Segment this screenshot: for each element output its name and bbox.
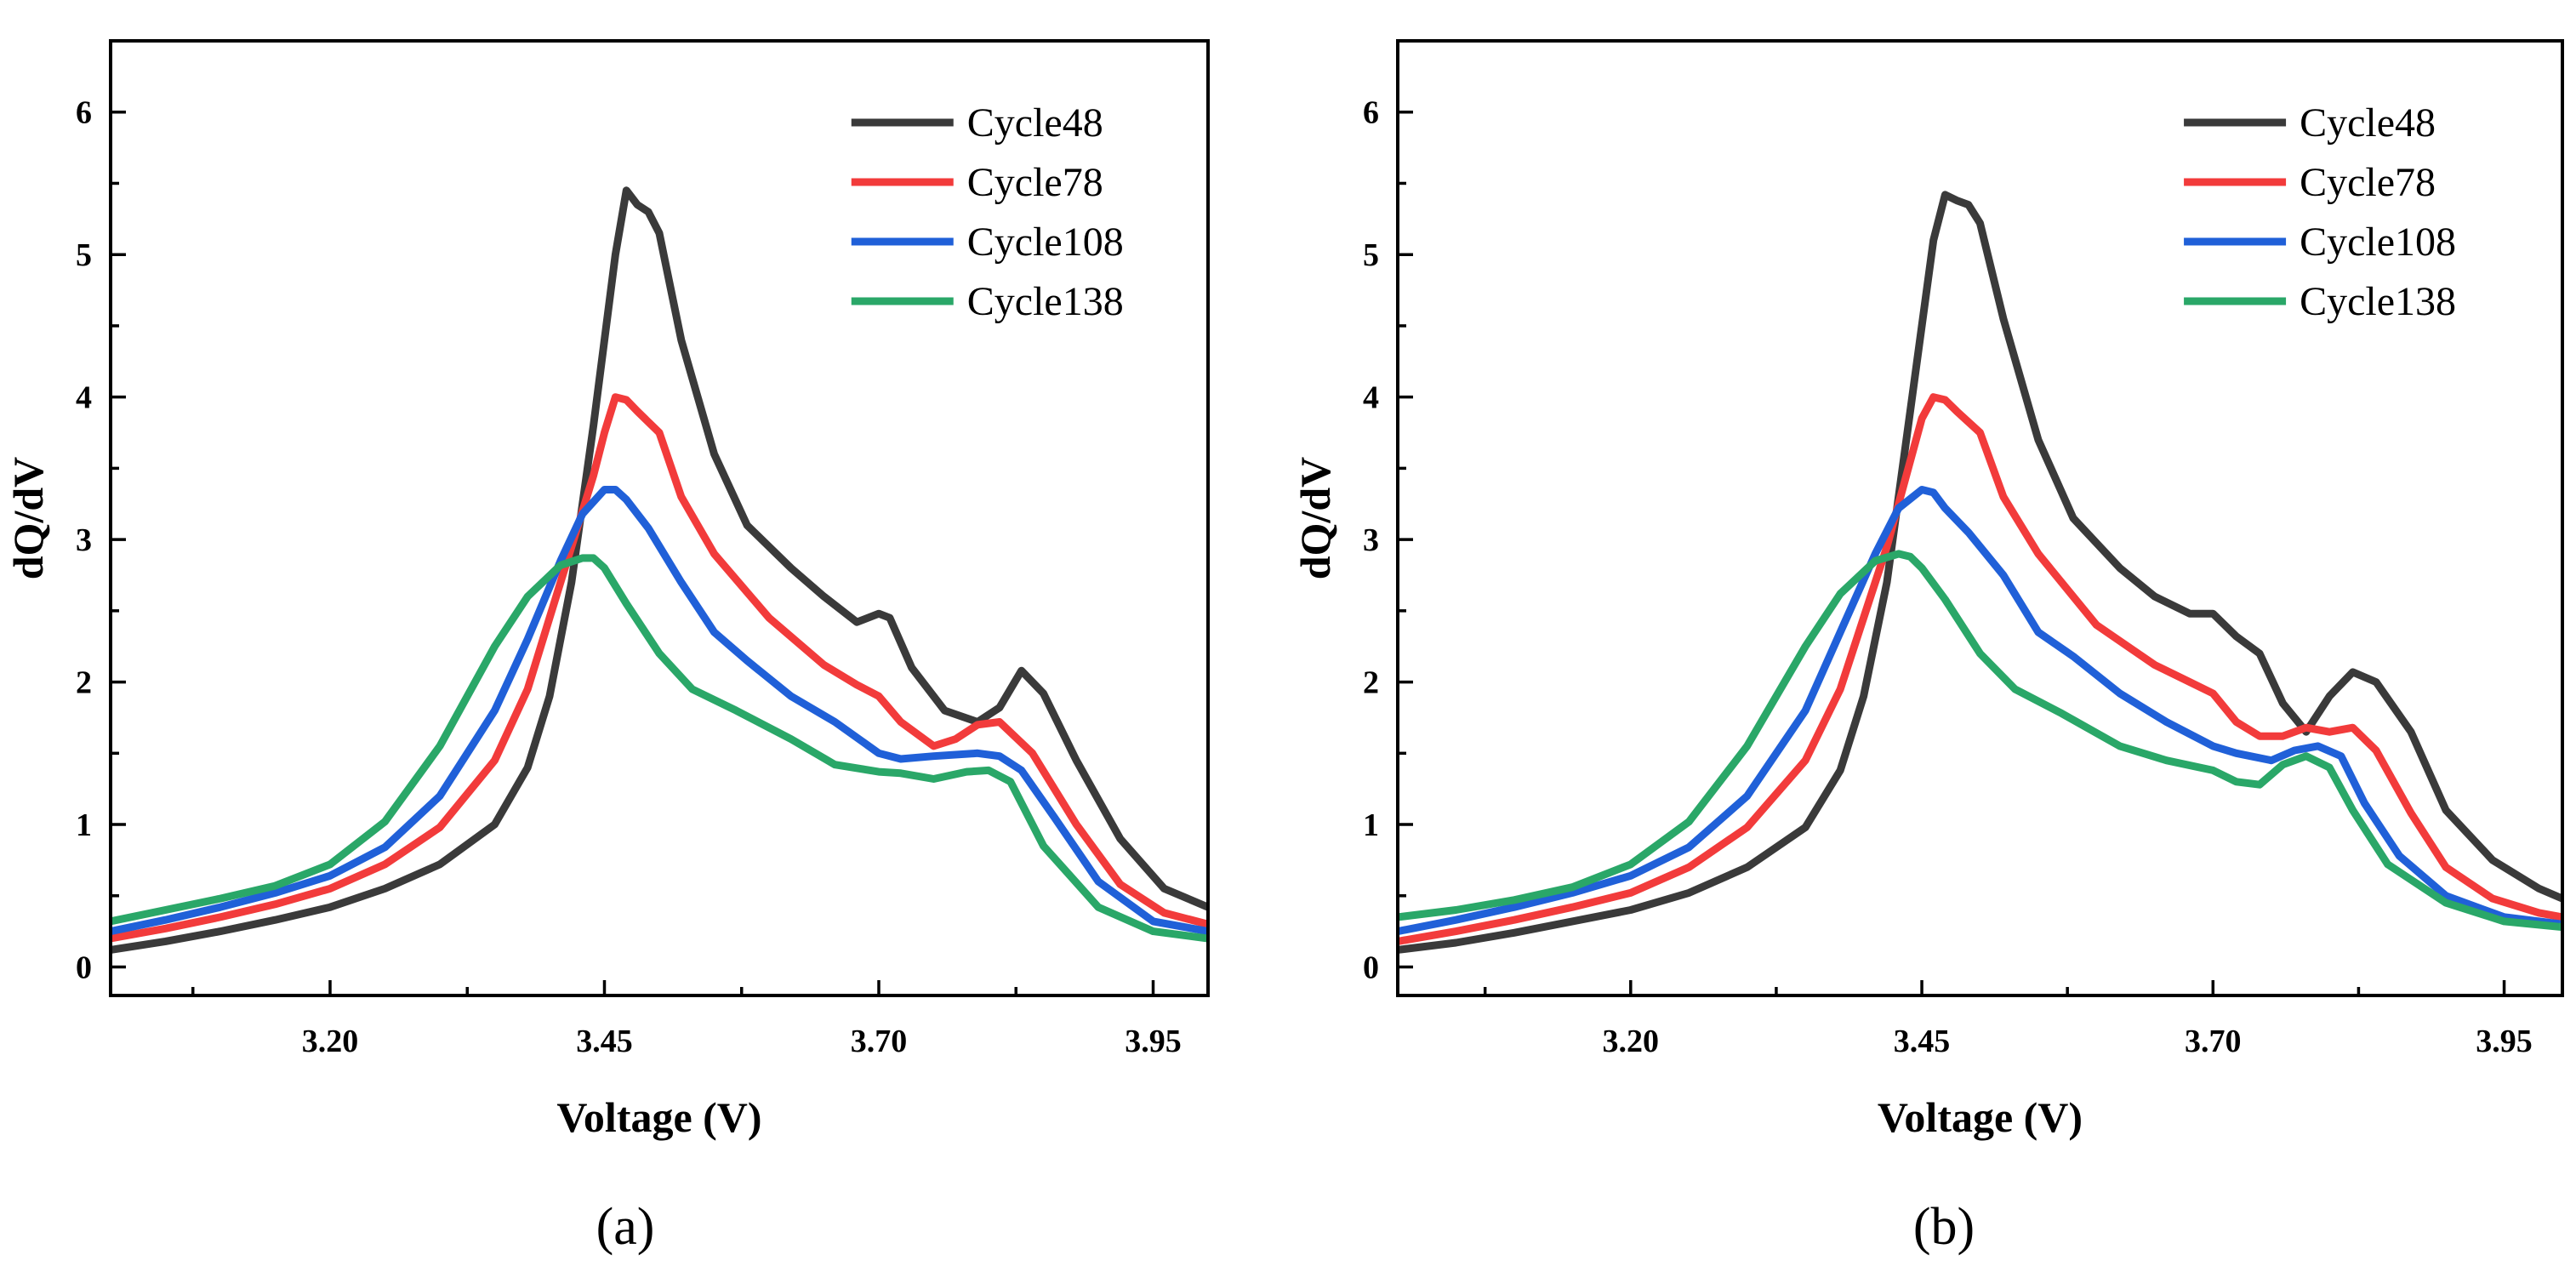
legend-label: Cycle78 — [967, 160, 1103, 205]
legend-label: Cycle48 — [967, 100, 1103, 145]
x-tick-label: 3.45 — [576, 1024, 633, 1059]
y-axis-title: dQ/dV — [1291, 457, 1339, 580]
legend-label: Cycle138 — [967, 279, 1124, 324]
series-line-cycle78 — [1398, 393, 2562, 945]
series-line-cycle138 — [1398, 550, 2562, 932]
series-line-cycle108 — [1398, 486, 2562, 936]
legend-item: Cycle78 — [2184, 160, 2436, 205]
y-tick-label: 1 — [76, 807, 92, 843]
y-tick-label: 3 — [1363, 522, 1379, 558]
legend: Cycle48 Cycle78 Cycle108 Cycle138 — [2184, 100, 2456, 324]
x-tick-label: 3.20 — [302, 1024, 359, 1059]
x-tick-label: 3.20 — [1603, 1024, 1660, 1059]
legend-label: Cycle108 — [2300, 220, 2456, 265]
panel-label: (b) — [1913, 1198, 1975, 1256]
chart-panel-b: 0 1 2 3 4 5 6 3.20 3.45 3.70 3.95 Voltage (V) dQ/dV C… — [1291, 39, 2564, 1256]
series-line-cycle48 — [111, 186, 1208, 954]
y-tick-label: 5 — [76, 237, 92, 273]
y-tick-label: 4 — [1363, 380, 1379, 416]
legend-item: Cycle138 — [2184, 279, 2456, 324]
y-tick-label: 6 — [76, 95, 92, 131]
y-tick-label: 5 — [1363, 237, 1379, 273]
legend-label: Cycle138 — [2300, 279, 2456, 324]
series-line-cycle138 — [111, 554, 1208, 943]
plot-frame — [109, 39, 1210, 997]
x-tick-label: 3.95 — [2476, 1024, 2533, 1059]
series-line-cycle48 — [1398, 191, 2562, 954]
legend-item: Cycle138 — [851, 279, 1124, 324]
legend-label: Cycle108 — [967, 220, 1124, 265]
series-line-cycle108 — [111, 486, 1208, 936]
x-tick-label: 3.95 — [1125, 1024, 1182, 1059]
y-tick-label: 2 — [1363, 665, 1379, 701]
y-tick-label: 0 — [76, 950, 92, 986]
x-tick-label: 3.70 — [2185, 1024, 2242, 1059]
x-tick-label: 3.45 — [1894, 1024, 1951, 1059]
legend: Cycle48 Cycle78 Cycle108 Cycle138 — [851, 100, 1124, 324]
legend-item: Cycle48 — [851, 100, 1103, 145]
legend-item: Cycle78 — [851, 160, 1103, 205]
y-axis-title: dQ/dV — [4, 457, 52, 580]
x-tick-label: 3.70 — [851, 1024, 908, 1059]
legend-label: Cycle78 — [2300, 160, 2436, 205]
legend-item: Cycle108 — [2184, 220, 2456, 265]
y-tick-label: 4 — [76, 380, 92, 416]
plot-frame — [1396, 39, 2564, 997]
chart-panel-a: 0 1 2 3 4 5 6 3.20 3.45 3.70 3.95 Voltage (V) dQ/dV C… — [4, 39, 1210, 1256]
y-tick-label: 0 — [1363, 950, 1379, 986]
legend-item: Cycle108 — [851, 220, 1124, 265]
y-tick-label: 1 — [1363, 807, 1379, 843]
legend-item: Cycle48 — [2184, 100, 2436, 145]
y-tick-label: 3 — [76, 522, 92, 558]
legend-label: Cycle48 — [2300, 100, 2436, 145]
series-line-cycle78 — [111, 393, 1208, 943]
x-axis-title: Voltage (V) — [556, 1093, 761, 1141]
y-tick-label: 2 — [76, 665, 92, 701]
x-axis-title: Voltage (V) — [1878, 1093, 2083, 1141]
panel-label: (a) — [596, 1198, 655, 1256]
y-tick-label: 6 — [1363, 95, 1379, 131]
